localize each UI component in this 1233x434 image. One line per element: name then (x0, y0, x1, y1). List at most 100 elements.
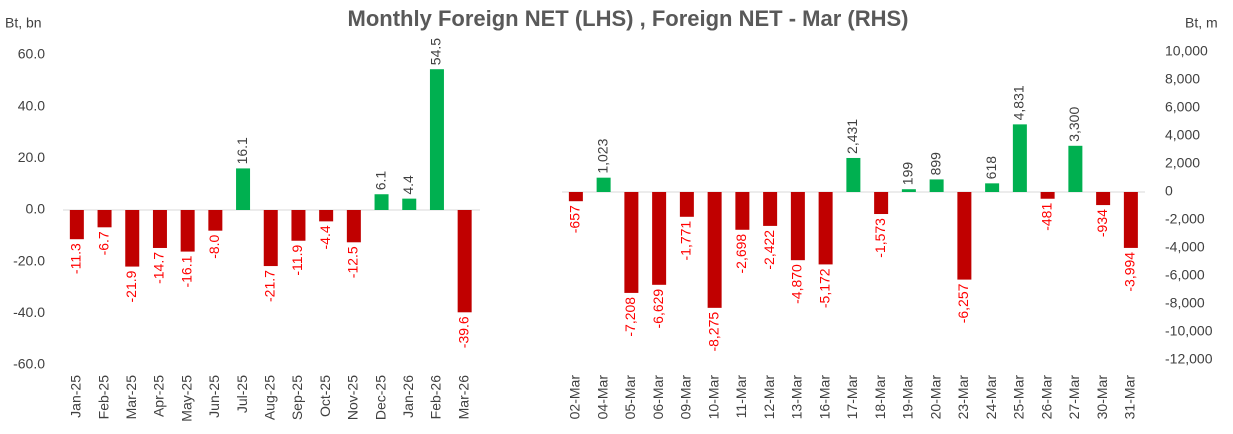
bar (679, 192, 694, 217)
y-tick-label: -20.0 (13, 252, 45, 268)
bar (1012, 124, 1027, 192)
data-label: -11.9 (289, 245, 305, 276)
bar (596, 177, 611, 192)
data-label: 3,300 (1066, 107, 1082, 142)
y-axis-label: Bt, bn (5, 15, 42, 31)
x-tick-label: 02-Mar (567, 375, 583, 420)
bar (790, 192, 805, 261)
data-label: 199 (900, 162, 916, 186)
x-tick-label: Jan-26 (400, 375, 416, 418)
bar (846, 157, 861, 192)
bar (707, 192, 722, 308)
x-tick-label: May-25 (178, 375, 194, 422)
bar (208, 210, 223, 231)
data-label: -6.7 (95, 231, 111, 255)
y2-axis-label: Bt, m (1185, 15, 1218, 31)
data-label: -5,172 (816, 268, 832, 308)
data-label: 4.4 (400, 175, 416, 195)
y-tick-label: -4,000 (1165, 239, 1205, 255)
data-label: -12.5 (345, 246, 361, 278)
x-tick-label: Jul-25 (234, 375, 250, 413)
data-label: -6,257 (955, 283, 971, 323)
data-label: -657 (567, 205, 583, 233)
bar (457, 210, 472, 313)
bar (374, 194, 389, 210)
y-tick-label: 2,000 (1165, 155, 1200, 171)
data-label: -11.3 (68, 243, 84, 274)
bar (985, 183, 1000, 192)
x-tick-label: 24-Mar (983, 375, 999, 420)
y-tick-label: 40.0 (18, 97, 45, 113)
bar (1096, 192, 1111, 206)
x-tick-label: 11-Mar (733, 375, 749, 419)
data-label: -21.7 (261, 270, 277, 302)
x-tick-label: 16-Mar (816, 375, 832, 420)
bar (818, 192, 833, 265)
x-tick-label: 19-Mar (900, 375, 916, 420)
data-label: 6.1 (372, 171, 388, 191)
data-label: -4,870 (789, 264, 805, 304)
bar (763, 192, 778, 226)
x-tick-label: Jun-25 (206, 375, 222, 418)
data-label: -1,771 (678, 221, 694, 261)
x-tick-label: 17-Mar (844, 375, 860, 420)
y-tick-label: -2,000 (1165, 211, 1205, 227)
data-label: -934 (1094, 209, 1110, 237)
bar (236, 168, 251, 210)
x-tick-label: 05-Mar (622, 375, 638, 420)
data-label: -6,629 (650, 289, 666, 329)
data-label: -39.6 (455, 316, 471, 348)
y-tick-label: -8,000 (1165, 295, 1205, 311)
x-tick-label: 18-Mar (872, 375, 888, 420)
data-label: 2,431 (844, 119, 860, 154)
x-tick-label: 27-Mar (1066, 375, 1082, 420)
data-label: -2,698 (733, 234, 749, 274)
data-label: -481 (1038, 203, 1054, 231)
bar (874, 192, 889, 215)
y-tick-label: 4,000 (1165, 127, 1200, 143)
data-label: -3,994 (1122, 252, 1138, 292)
data-label: -21.9 (123, 270, 139, 302)
y-tick-label: 10,000 (1165, 43, 1208, 59)
x-tick-label: Mar-25 (123, 375, 139, 420)
x-tick-label: 31-Mar (1122, 375, 1138, 420)
y-tick-label: -12,000 (1165, 351, 1213, 367)
data-label: 54.5 (428, 38, 444, 65)
data-label: -14.7 (151, 252, 167, 284)
bar (97, 210, 112, 228)
data-label: 16.1 (234, 137, 250, 164)
y-tick-label: -10,000 (1165, 323, 1213, 339)
bar (346, 210, 361, 243)
x-tick-label: Sep-25 (289, 375, 305, 420)
x-tick-label: 30-Mar (1094, 375, 1110, 420)
x-tick-label: 20-Mar (927, 375, 943, 420)
y-tick-label: -40.0 (13, 304, 45, 320)
bar (568, 192, 583, 202)
chart-title: Monthly Foreign NET (LHS) , Foreign NET … (348, 6, 909, 31)
x-tick-label: 10-Mar (705, 375, 721, 420)
bar (180, 210, 195, 252)
bar (901, 189, 916, 192)
data-label: -16.1 (178, 255, 194, 287)
y-tick-label: -6,000 (1165, 267, 1205, 283)
bar (319, 210, 334, 222)
data-label: -7,208 (622, 297, 638, 337)
bar (125, 210, 140, 267)
y-tick-label: 20.0 (18, 149, 45, 165)
x-tick-label: Oct-25 (317, 375, 333, 417)
bar (957, 192, 972, 280)
bar (152, 210, 167, 248)
bar (1123, 192, 1138, 248)
y-tick-label: 0.0 (26, 201, 46, 217)
x-tick-label: 13-Mar (789, 375, 805, 420)
y-tick-label: 60.0 (18, 46, 45, 62)
bar (402, 198, 417, 210)
data-label: -8,275 (705, 312, 721, 352)
x-tick-label: 25-Mar (1011, 375, 1027, 420)
bar (69, 210, 84, 240)
x-tick-label: Feb-26 (428, 375, 444, 420)
bar (263, 210, 278, 267)
data-label: -1,573 (872, 218, 888, 258)
x-tick-label: 09-Mar (678, 375, 694, 420)
x-tick-label: Aug-25 (261, 375, 277, 420)
